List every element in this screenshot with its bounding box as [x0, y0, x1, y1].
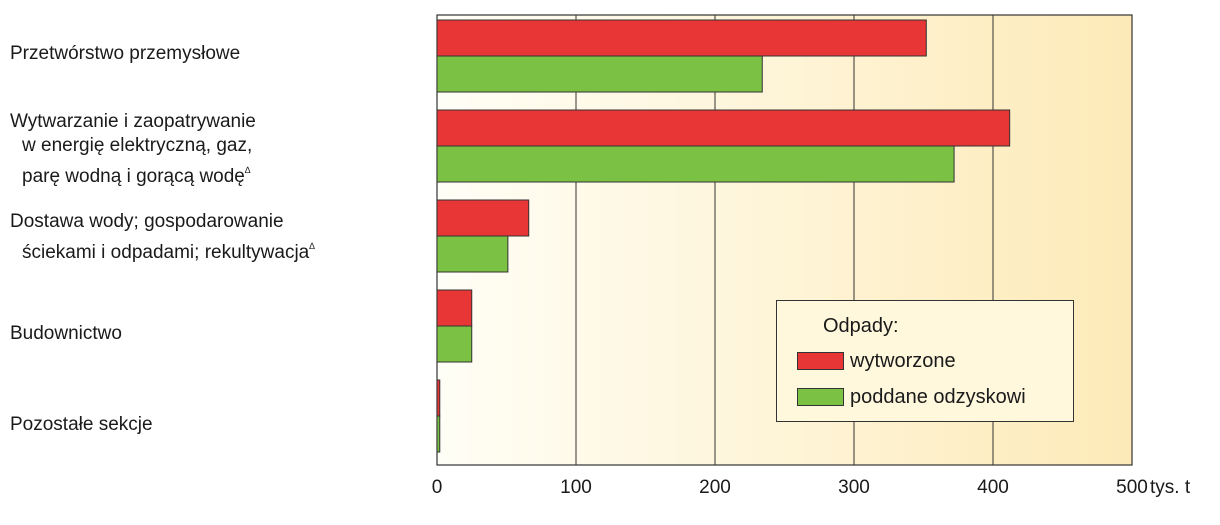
bar-poddane-odzyskowi [436, 325, 473, 363]
bar-poddane-odzyskowi [436, 415, 441, 453]
legend-item-poddane-odzyskowi: poddane odzyskowi [797, 385, 1026, 409]
legend-swatch-red [797, 352, 844, 370]
bar-poddane-odzyskowi [436, 55, 763, 93]
category-label: Przetwórstwo przemysłowe [10, 43, 241, 64]
x-unit-label: tys. t [1150, 477, 1191, 498]
bar-wytworzone [436, 19, 927, 57]
legend: Odpady: wytworzone poddane odzyskowi [776, 300, 1074, 422]
bar-wytworzone [436, 199, 530, 237]
footnote-marker: ∆ [309, 241, 315, 251]
footnote-marker: ∆ [244, 165, 251, 175]
legend-swatch-green [797, 388, 844, 406]
bar-wytworzone [436, 379, 441, 417]
legend-title: Odpady: [823, 315, 899, 337]
category-label: Budownictwo [10, 323, 122, 344]
category-label: Pozostałe sekcje [10, 414, 153, 435]
bar-wytworzone [436, 289, 473, 327]
category-label: Wytwarzanie i zaopatrywanie w energię ele… [10, 111, 256, 187]
category-label: Dostawa wody; gospodarowanie ściekami i o… [10, 211, 315, 263]
legend-label: wytworzone [850, 349, 956, 372]
bar-wytworzone [436, 109, 1011, 147]
legend-item-wytworzone: wytworzone [797, 349, 956, 373]
bar-poddane-odzyskowi [436, 235, 509, 273]
bars [436, 19, 1011, 453]
bar-poddane-odzyskowi [436, 145, 955, 183]
x-tick-label: 200 [699, 477, 731, 498]
x-tick-label: 300 [838, 477, 870, 498]
x-tick-label: 100 [560, 477, 592, 498]
x-tick-label: 400 [977, 477, 1009, 498]
x-tick-label: 500 [1116, 477, 1148, 498]
legend-label: poddane odzyskowi [850, 385, 1026, 408]
x-tick-label: 0 [431, 477, 443, 498]
